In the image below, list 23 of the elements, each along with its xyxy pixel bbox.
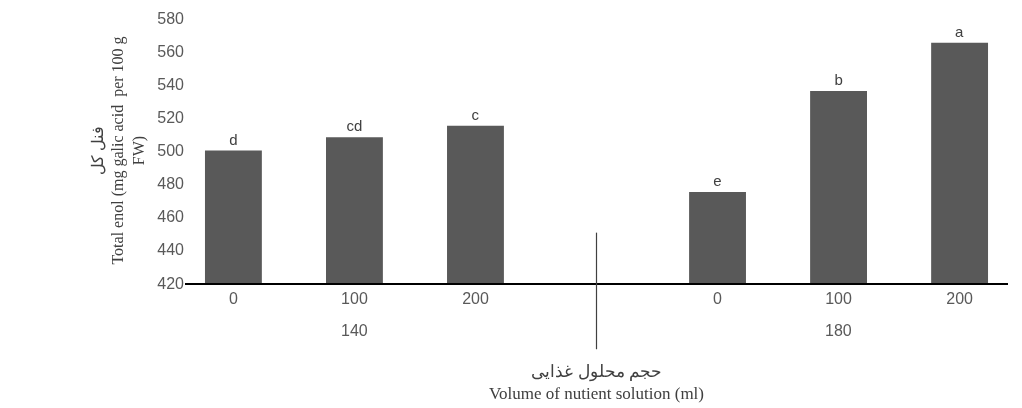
text: 180 — [825, 322, 852, 339]
y-tick-label: 500 — [157, 142, 185, 160]
x-tick-label: 200 — [462, 290, 489, 308]
x-tick-label: 100 — [341, 290, 368, 308]
y-tick-label: 460 — [157, 208, 185, 226]
y-tick-label: 440 — [157, 241, 185, 259]
x-tick-label: 200 — [946, 290, 974, 308]
y-tick-label: 540 — [157, 75, 185, 93]
x-tick-label: 100 — [825, 290, 853, 308]
y-tick-label: 520 — [157, 108, 185, 126]
y-tick-label: 560 — [157, 42, 185, 60]
data-label: d — [229, 130, 238, 148]
y-tick-label: 420 — [157, 274, 185, 292]
data-label: a — [955, 22, 965, 40]
data-label: cd — [346, 117, 363, 135]
x-tick-label: 0 — [713, 290, 723, 308]
data-label: e — [713, 171, 722, 189]
data-label: c — [471, 105, 480, 123]
text: 140 — [341, 322, 368, 339]
y-tick-label: 480 — [157, 175, 185, 193]
x-tick-label: 0 — [228, 290, 238, 308]
y-tick-label: 580 — [157, 9, 185, 27]
data-label: b — [834, 70, 843, 88]
